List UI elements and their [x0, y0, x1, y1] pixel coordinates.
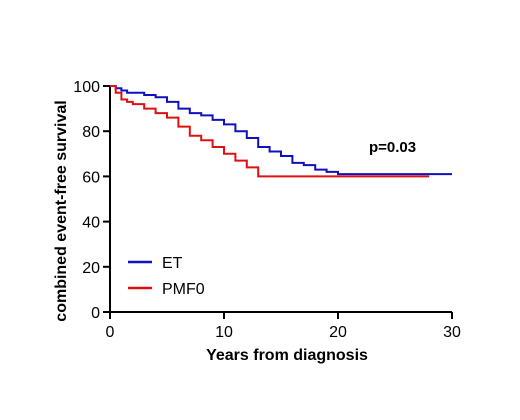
y-axis-title: combined event-free survival	[53, 100, 70, 321]
x-tick-label: 20	[329, 324, 347, 341]
y-tick-label: 20	[82, 260, 100, 277]
series-line-et	[110, 85, 452, 176]
y-tick-label: 0	[91, 305, 100, 322]
y-tick-label: 80	[82, 124, 100, 141]
series-line-pmf0	[110, 85, 430, 178]
p-value-annotation: p=0.03	[369, 139, 416, 156]
y-tick-label: 60	[82, 169, 100, 186]
x-tick-label: 10	[215, 324, 233, 341]
axes	[103, 85, 453, 319]
series-layer	[110, 85, 452, 178]
tick-labels: 0 20 40 60 80 100 0 10 20 30	[73, 79, 461, 341]
legend: ET PMF0	[128, 255, 205, 298]
y-tick-label: 40	[82, 215, 100, 232]
y-tick-label: 100	[73, 79, 100, 96]
x-tick-label: 30	[443, 324, 461, 341]
x-axis-title: Years from diagnosis	[206, 347, 368, 364]
legend-label-pmf0: PMF0	[162, 281, 205, 298]
legend-label-et: ET	[162, 255, 183, 272]
x-tick-label: 0	[106, 324, 115, 341]
